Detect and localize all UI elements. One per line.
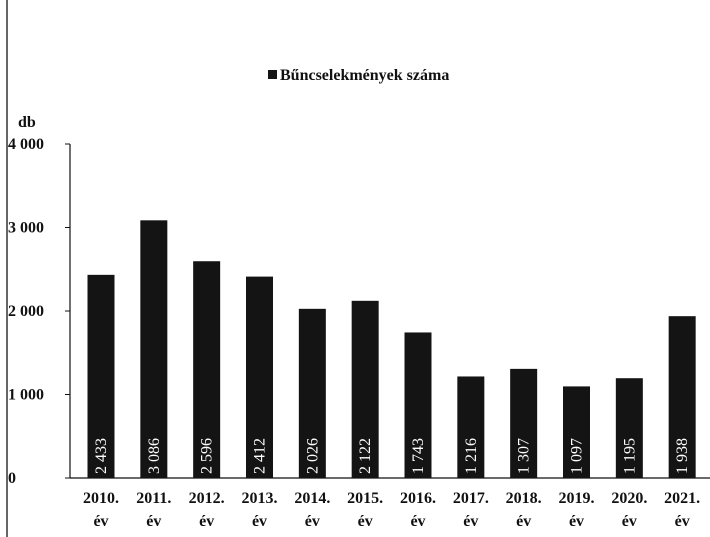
y-tick-label: 3 000: [8, 220, 44, 237]
bar: [404, 332, 432, 478]
bar-value-label: 3 086: [146, 438, 163, 474]
bar: [668, 316, 696, 478]
category-label-unit: év: [146, 513, 161, 530]
category-label-unit: év: [622, 513, 637, 530]
bar: [563, 386, 590, 478]
bar: [87, 274, 115, 478]
category-labels: 2010. év 2011. év 2012. év 2013. év 2014. év 2015.…: [83, 490, 700, 530]
category-label-year: 2012.: [189, 490, 225, 507]
y-axis-ticks: 0 1 000 2 000 3 000 4 000: [8, 136, 70, 487]
category-label-unit: év: [252, 513, 267, 530]
category-label-year: 2013.: [242, 490, 278, 507]
y-axis-unit-label: db: [18, 114, 36, 131]
bar-value-label: 2 122: [357, 438, 374, 474]
bar-value-label: 1 195: [621, 438, 638, 474]
bar-value-label: 2 433: [93, 438, 110, 474]
legend-swatch: [268, 70, 277, 79]
category-label-year: 2010.: [83, 490, 119, 507]
category-label-unit: év: [305, 513, 320, 530]
bar-value-label: 1 307: [516, 438, 533, 474]
data-labels: 2 433 3 086 2 596 2 412 2 026 2 122 1 743 1 216…: [93, 438, 691, 474]
category-label-unit: év: [358, 513, 373, 530]
bar: [193, 261, 221, 478]
category-label-year: 2021.: [664, 490, 700, 507]
bar: [457, 376, 485, 478]
category-label-unit: év: [93, 513, 108, 530]
bar-value-label: 1 743: [410, 438, 427, 474]
category-label-unit: év: [463, 513, 478, 530]
bar: [510, 368, 538, 478]
category-label-unit: év: [569, 513, 584, 530]
category-label-year: 2017.: [453, 490, 489, 507]
legend: Bűncselekmények száma: [268, 67, 449, 84]
category-label-year: 2018.: [506, 490, 542, 507]
bar-value-label: 1 938: [674, 438, 691, 474]
category-label-year: 2014.: [294, 490, 330, 507]
category-label-year: 2019.: [559, 490, 595, 507]
category-label-year: 2020.: [611, 490, 647, 507]
y-tick-label: 2 000: [8, 303, 44, 320]
legend-label: Bűncselekmények száma: [280, 67, 449, 84]
bar-value-label: 2 412: [252, 438, 269, 474]
category-label-year: 2015.: [347, 490, 383, 507]
bar-value-label: 1 097: [569, 438, 586, 474]
y-tick-label: 4 000: [8, 136, 44, 153]
bar-value-label: 2 596: [199, 438, 216, 474]
category-label-unit: év: [675, 513, 690, 530]
bar: [615, 378, 643, 478]
category-label-year: 2016.: [400, 490, 436, 507]
category-label-unit: év: [410, 513, 425, 530]
category-label-unit: év: [516, 513, 531, 530]
bar: [298, 308, 326, 478]
y-tick-label: 1 000: [8, 387, 44, 404]
category-label-unit: év: [199, 513, 214, 530]
bar: [140, 220, 168, 478]
bar-value-label: 2 026: [304, 438, 321, 474]
y-tick-label: 0: [8, 470, 16, 487]
category-label-year: 2011.: [136, 490, 171, 507]
bar-value-label: 1 216: [463, 438, 480, 474]
bars: [87, 220, 696, 478]
bar: [351, 300, 379, 478]
bar: [246, 276, 273, 478]
